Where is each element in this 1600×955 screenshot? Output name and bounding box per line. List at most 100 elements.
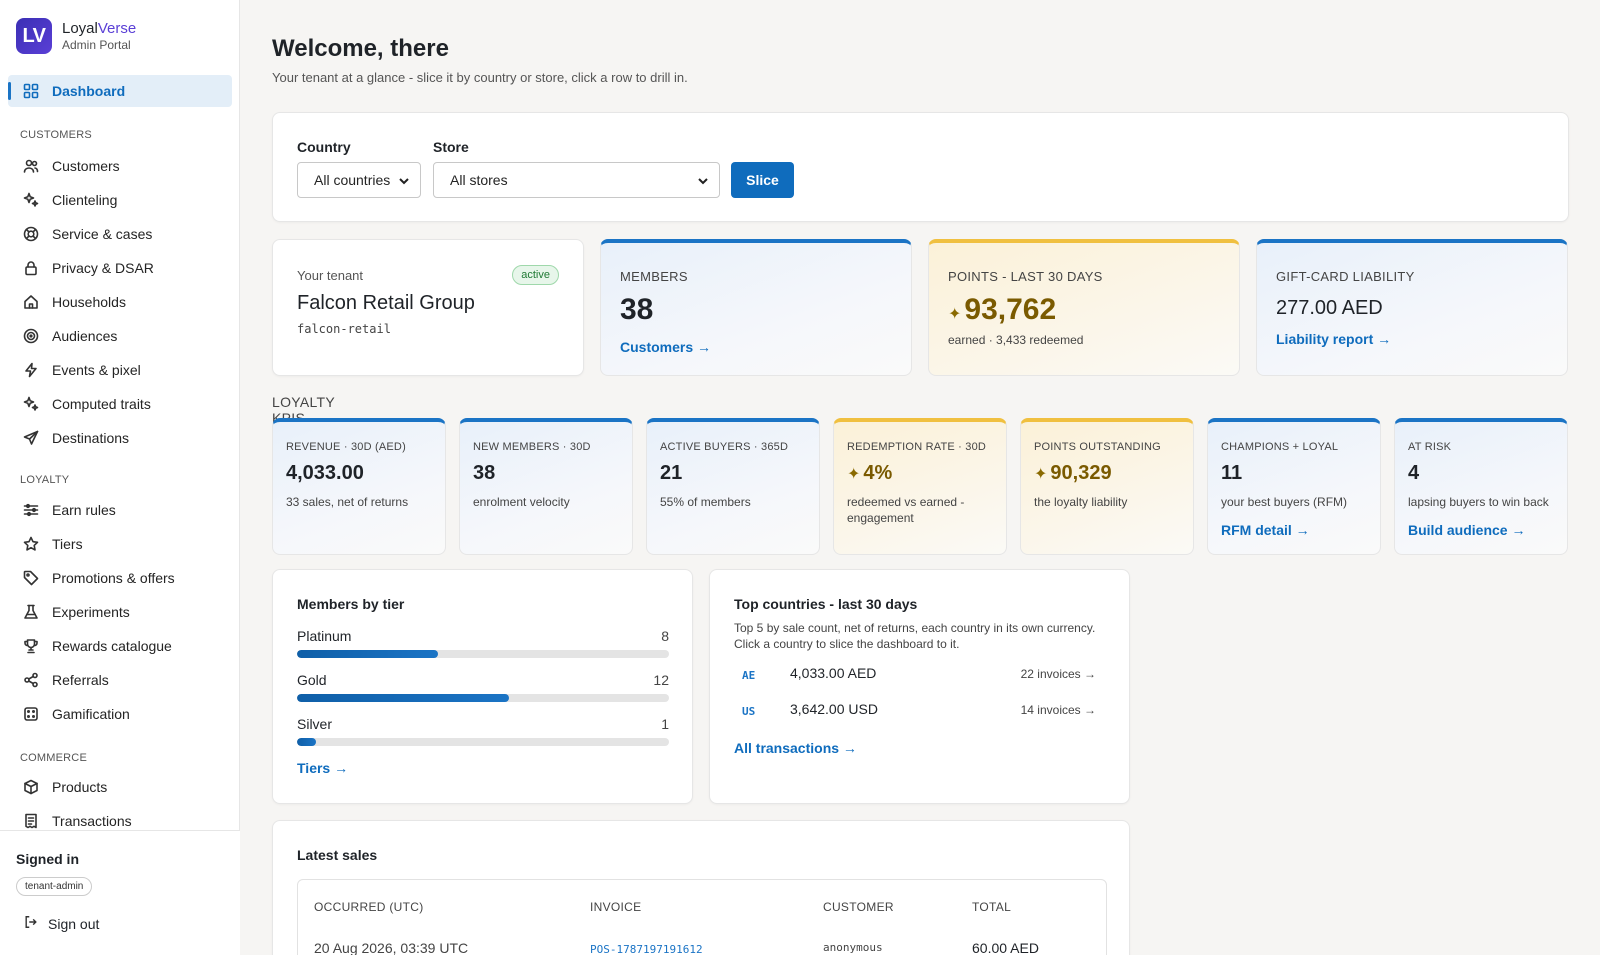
page-subtitle: Your tenant at a glance - slice it by co… (272, 70, 688, 85)
sidebar-item-transactions[interactable]: Transactions (8, 805, 232, 837)
kpi-label: ACTIVE BUYERS · 365D (660, 441, 789, 453)
slice-button[interactable]: Slice (731, 162, 794, 198)
signed-in-panel: Signed in tenant-admin Sign out (0, 830, 240, 955)
sidebar-item-gamification[interactable]: Gamification (8, 698, 232, 730)
tiers-link[interactable]: Tiers → (297, 760, 349, 776)
giftcard-card: GIFT-CARD LIABILITY 277.00 AED Liability… (1256, 239, 1568, 376)
filter-card: Country All countries Store All stores S… (272, 112, 1569, 222)
tenant-slug: falcon-retail (297, 322, 391, 336)
latest-sales-card: Latest sales OCCURRED (UTC) INVOICE CUST… (272, 820, 1130, 955)
kpi-value-wrap: ✦ 90,329 (1034, 462, 1112, 485)
build-audience-link[interactable]: Build audience → (1408, 522, 1526, 538)
sidebar-item-rewards-catalogue[interactable]: Rewards catalogue (8, 630, 232, 662)
tenant-card: Your tenant active Falcon Retail Group f… (272, 239, 584, 376)
kpi-label: CHAMPIONS + LOYAL (1221, 441, 1339, 453)
kpi-sub: the loyalty liability (1034, 495, 1128, 509)
kpi-champions-loyal: CHAMPIONS + LOYAL 11 your best buyers (R… (1207, 418, 1381, 555)
tenant-label: Your tenant (297, 268, 364, 283)
country-select[interactable]: All countries (297, 162, 421, 198)
liability-report-link[interactable]: Liability report → (1276, 331, 1392, 347)
kpi-active-buyers: ACTIVE BUYERS · 365D 21 55% of members (646, 418, 820, 555)
sidebar-item-destinations[interactable]: Destinations (8, 422, 232, 454)
lifebuoy-icon (22, 225, 40, 243)
all-transactions-link[interactable]: All transactions → (734, 740, 857, 756)
store-label: Store (433, 139, 469, 155)
kpi-label: POINTS OUTSTANDING (1034, 441, 1161, 453)
sidebar-item-households[interactable]: Households (8, 286, 232, 318)
members-label: MEMBERS (620, 269, 688, 284)
sidebar-item-privacy-dsar[interactable]: Privacy & DSAR (8, 252, 232, 284)
sidebar-item-computed-traits[interactable]: Computed traits (8, 388, 232, 420)
flask-icon (22, 603, 40, 621)
sidebar-item-label: Service & cases (52, 226, 153, 242)
column-header: CUSTOMER (823, 900, 894, 914)
members-value: 38 (620, 293, 654, 326)
country-invoices-link[interactable]: 22 invoices → (1020, 667, 1096, 681)
sidebar-item-customers[interactable]: Customers (8, 150, 232, 182)
sidebar-item-promotions-offers[interactable]: Promotions & offers (8, 562, 232, 594)
sidebar-item-label: Destinations (52, 430, 130, 446)
tier-bar-fill (297, 694, 510, 702)
sparkle-icon: ✦ (847, 466, 861, 483)
kpi-label: NEW MEMBERS · 30D (473, 441, 591, 453)
sidebar-item-tiers[interactable]: Tiers (8, 528, 232, 560)
dice-icon (22, 705, 40, 723)
country-row[interactable]: US 3,642.00 USD 14 invoices → (734, 701, 1104, 725)
sparkle-icon (22, 191, 40, 209)
country-invoices-link[interactable]: 14 invoices → (1020, 703, 1096, 717)
members-card: MEMBERS 38 Customers → (600, 239, 912, 376)
kpi-value: 90,329 (1050, 462, 1112, 484)
store-select[interactable]: All stores (433, 162, 720, 198)
chevron-down-icon (398, 174, 410, 186)
country-row[interactable]: AE 4,033.00 AED 22 invoices → (734, 665, 1104, 689)
receipt-icon (22, 812, 40, 830)
brand[interactable]: LV LoyalVerse Admin Portal (16, 18, 136, 54)
sidebar-item-label: Audiences (52, 328, 118, 344)
box-icon (22, 778, 40, 796)
tier-name: Platinum (297, 628, 352, 644)
tier-row: Gold 12 (297, 672, 669, 702)
sign-out-button[interactable]: Sign out (24, 915, 99, 932)
send-icon (22, 429, 40, 447)
customers-link[interactable]: Customers → (620, 339, 712, 355)
kpi-value-wrap: ✦ 4% (847, 462, 892, 485)
sidebar-item-service-cases[interactable]: Service & cases (8, 218, 232, 250)
kpi-redemption-rate: REDEMPTION RATE · 30D ✦ 4% redeemed vs ea… (833, 418, 1007, 555)
tier-row: Silver 1 (297, 716, 669, 746)
kpi-sub: lapsing buyers to win back (1408, 495, 1549, 509)
sidebar-item-label: Experiments (52, 604, 130, 620)
invoice-link[interactable]: POS-1787197191612 (590, 943, 703, 955)
sidebar-item-dashboard[interactable]: Dashboard (8, 75, 232, 107)
country-code: AE (742, 669, 756, 682)
grid-icon (22, 82, 40, 100)
tier-bar-fill (297, 738, 316, 746)
country-select-value: All countries (314, 172, 391, 188)
sidebar-item-audiences[interactable]: Audiences (8, 320, 232, 352)
chevron-down-icon (697, 174, 709, 186)
sign-out-label: Sign out (48, 915, 100, 932)
sidebar-item-label: Clienteling (52, 192, 118, 208)
kpi-label: REDEMPTION RATE · 30D (847, 441, 987, 453)
sidebar-item-earn-rules[interactable]: Earn rules (8, 494, 232, 526)
column-header: OCCURRED (UTC) (314, 900, 424, 914)
section-title-commerce: COMMERCE (20, 752, 87, 764)
kpi-value: 4,033.00 (286, 462, 364, 484)
kpi-label: REVENUE · 30D (AED) (286, 441, 406, 453)
sidebar-item-referrals[interactable]: Referrals (8, 664, 232, 696)
bolt-icon (22, 361, 40, 379)
column-header: INVOICE (590, 900, 642, 914)
tier-name: Gold (297, 672, 327, 688)
tier-bar-track (297, 694, 669, 702)
sidebar-item-clienteling[interactable]: Clienteling (8, 184, 232, 216)
giftcard-value: 277.00 AED (1276, 297, 1383, 319)
tier-count: 12 (653, 672, 669, 688)
sidebar-item-experiments[interactable]: Experiments (8, 596, 232, 628)
sidebar-item-label: Transactions (52, 813, 132, 829)
sidebar-item-products[interactable]: Products (8, 771, 232, 803)
kpi-points-outstanding: POINTS OUTSTANDING ✦ 90,329 the loyalty l… (1020, 418, 1194, 555)
cell-occurred: 20 Aug 2026, 03:39 UTC (314, 940, 469, 955)
rfm-detail-link[interactable]: RFM detail → (1221, 522, 1310, 538)
sidebar-item-events-pixel[interactable]: Events & pixel (8, 354, 232, 386)
points-value: 93,762 (964, 293, 1057, 326)
kpi-revenue: REVENUE · 30D (AED) 4,033.00 33 sales, n… (272, 418, 446, 555)
